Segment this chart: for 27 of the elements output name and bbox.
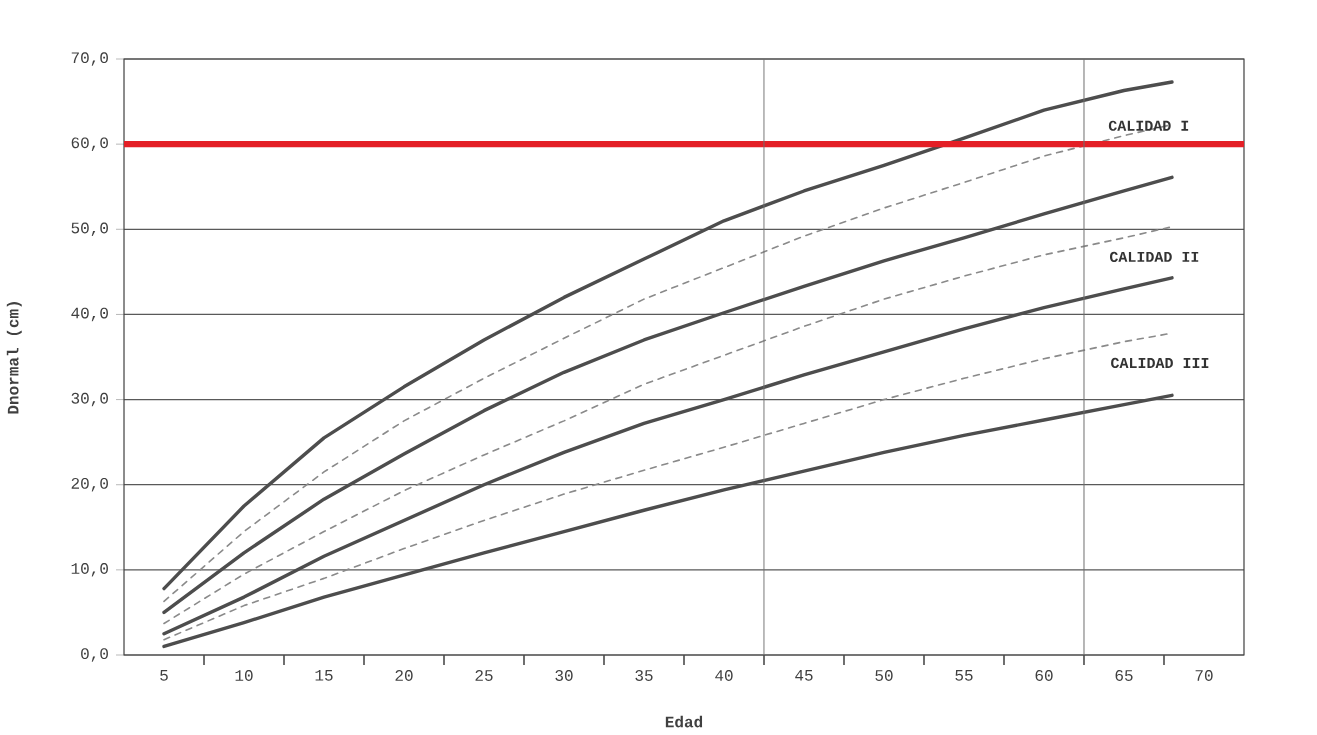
x-axis-title: Edad: [665, 715, 703, 728]
y-tick-label: 0,0: [81, 648, 108, 662]
x-tick-label: 5: [160, 670, 168, 681]
y-tick-label: 50,0: [71, 222, 108, 237]
annotation: CALIDAD III: [1111, 357, 1209, 369]
y-axis-title: Dnormal (cm): [6, 302, 22, 414]
x-tick-label: 25: [475, 670, 493, 681]
x-tick-label: 35: [635, 670, 653, 681]
x-tick-label: 30: [555, 670, 573, 681]
y-tick-label: 70,0: [71, 52, 108, 66]
x-tick-label: 65: [1115, 670, 1133, 681]
x-tick-label: 60: [1035, 670, 1053, 681]
x-tick-label: 50: [875, 670, 893, 681]
x-tick-label: 20: [395, 670, 413, 681]
annotation: CALIDAD II: [1109, 251, 1199, 262]
y-tick-label: 40,0: [71, 307, 108, 322]
x-tick-label: 55: [955, 670, 973, 681]
x-tick-label: 45: [795, 670, 813, 681]
x-tick-label: 40: [715, 670, 733, 681]
y-tick-label: 30,0: [71, 392, 108, 407]
annotation: CALIDAD I: [1108, 120, 1189, 131]
x-tick-label: 15: [315, 670, 333, 681]
x-tick-label: 70: [1195, 670, 1213, 681]
y-tick-label: 60,0: [71, 137, 108, 151]
y-tick-label: 10,0: [71, 563, 108, 577]
y-tick-label: 20,0: [71, 477, 108, 492]
x-tick-label: 10: [235, 670, 253, 681]
